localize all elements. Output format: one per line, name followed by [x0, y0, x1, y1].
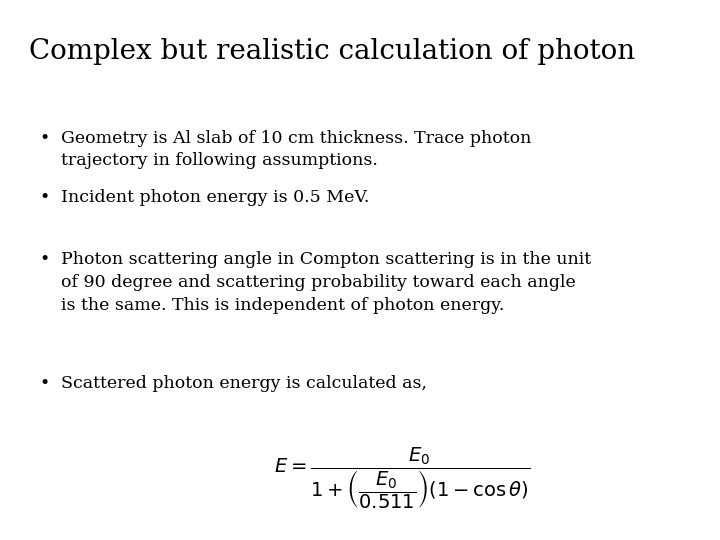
- Text: •: •: [40, 189, 50, 206]
- Text: Photon scattering angle in Compton scattering is in the unit
of 90 degree and sc: Photon scattering angle in Compton scatt…: [61, 251, 591, 314]
- Text: •: •: [40, 375, 50, 392]
- Text: Scattered photon energy is calculated as,: Scattered photon energy is calculated as…: [61, 375, 427, 392]
- Text: •: •: [40, 251, 50, 268]
- Text: $E = \dfrac{E_0}{1+\left(\dfrac{E_0}{0.511}\right)(1-\cos\theta)}$: $E = \dfrac{E_0}{1+\left(\dfrac{E_0}{0.5…: [274, 446, 530, 511]
- Text: Incident photon energy is 0.5 MeV.: Incident photon energy is 0.5 MeV.: [61, 189, 369, 206]
- Text: •: •: [40, 130, 50, 146]
- Text: Geometry is Al slab of 10 cm thickness. Trace photon
trajectory in following ass: Geometry is Al slab of 10 cm thickness. …: [61, 130, 531, 170]
- Text: Complex but realistic calculation of photon: Complex but realistic calculation of pho…: [29, 38, 635, 65]
